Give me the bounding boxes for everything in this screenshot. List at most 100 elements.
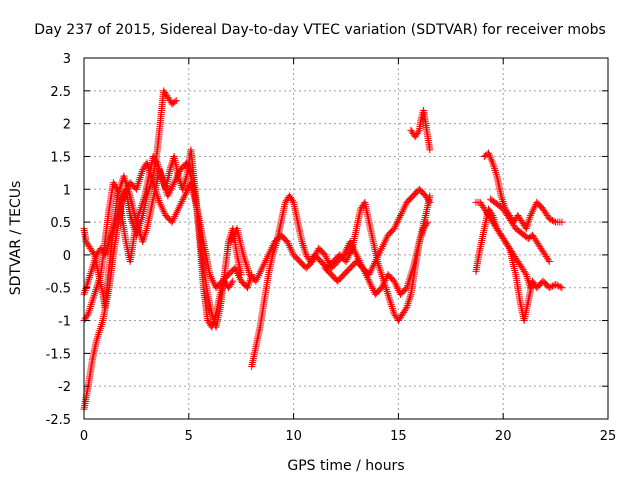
data-point xyxy=(491,167,499,175)
data-point xyxy=(545,215,553,223)
data-point xyxy=(558,218,566,226)
series-track-c xyxy=(80,146,237,331)
y-tick-label: -2.5 xyxy=(46,413,71,428)
data-point xyxy=(375,263,383,271)
data-point xyxy=(545,284,553,292)
data-point xyxy=(88,266,96,274)
data-point xyxy=(504,243,512,251)
y-tick-label: 0.5 xyxy=(50,216,71,231)
data-point xyxy=(171,98,179,106)
data-point xyxy=(382,286,390,294)
data-point xyxy=(556,283,564,291)
data-point xyxy=(384,289,392,297)
data-point xyxy=(84,279,92,287)
data-point xyxy=(289,197,297,205)
data-point xyxy=(388,302,396,310)
data-point xyxy=(87,270,95,278)
data-point xyxy=(82,285,90,293)
y-axis-label: SDTVAR / TECUs xyxy=(8,181,24,296)
data-point xyxy=(388,304,396,312)
x-tick-label: 10 xyxy=(285,429,302,444)
data-point xyxy=(414,128,422,136)
plot-frame xyxy=(83,57,609,420)
data-point xyxy=(383,287,391,295)
y-tick-label: -0.5 xyxy=(46,282,71,297)
data-point xyxy=(299,242,307,250)
data-point xyxy=(84,277,92,285)
axis-ticks xyxy=(83,57,609,420)
y-tick-label: 0 xyxy=(63,249,71,264)
data-point xyxy=(555,282,563,290)
data-point xyxy=(90,291,98,299)
x-axis-label: GPS time / hours xyxy=(287,458,404,474)
data-point xyxy=(498,194,506,202)
data-point xyxy=(387,299,395,307)
data-point xyxy=(142,228,150,236)
series-track-j xyxy=(472,198,566,325)
data-point xyxy=(299,240,307,248)
data-point xyxy=(86,304,94,312)
data-point xyxy=(492,170,500,178)
series-track-d xyxy=(80,159,256,298)
data-point xyxy=(426,146,434,154)
data-point xyxy=(548,216,556,224)
x-tick-label: 25 xyxy=(600,429,617,444)
grid-lines xyxy=(84,58,608,419)
data-point xyxy=(86,272,94,280)
data-point xyxy=(550,217,558,225)
data-point xyxy=(385,295,393,303)
y-tick-label: -2 xyxy=(58,380,71,395)
x-tick-label: 15 xyxy=(390,429,407,444)
data-point xyxy=(406,292,414,300)
data-point xyxy=(89,295,97,303)
data-points xyxy=(80,87,566,413)
data-point xyxy=(229,277,237,285)
data-point xyxy=(548,282,556,290)
data-point xyxy=(378,271,386,279)
data-point xyxy=(300,245,308,253)
data-point xyxy=(402,305,410,313)
data-point xyxy=(544,256,552,264)
data-point xyxy=(88,297,96,305)
data-point xyxy=(112,184,120,192)
data-point xyxy=(521,269,529,277)
data-point xyxy=(152,157,160,165)
data-point xyxy=(85,275,93,283)
data-point xyxy=(498,196,506,204)
data-point xyxy=(385,293,393,301)
series-track-g xyxy=(321,192,434,298)
data-point xyxy=(545,257,553,265)
y-tick-label: -1.5 xyxy=(46,347,71,362)
data-point xyxy=(87,268,95,276)
data-point xyxy=(405,298,413,306)
data-point xyxy=(386,297,394,305)
data-point xyxy=(406,294,414,302)
data-point xyxy=(85,273,93,281)
data-point xyxy=(167,164,175,172)
data-point xyxy=(88,299,96,307)
data-point xyxy=(384,291,392,299)
data-point xyxy=(228,279,236,287)
data-point xyxy=(426,192,434,200)
y-tick-label: -1 xyxy=(58,315,71,330)
y-tick-label: 3 xyxy=(63,52,71,67)
chart-title: Day 237 of 2015, Sidereal Day-to-day VTE… xyxy=(34,22,606,38)
data-point xyxy=(387,301,395,309)
data-point xyxy=(172,97,180,105)
data-point xyxy=(83,312,91,320)
data-point xyxy=(547,283,555,291)
data-point xyxy=(90,293,98,301)
data-point xyxy=(558,284,566,292)
y-tick-labels: -2.5 -2 -1.5 -1 -0.5 0 0.5 1 1.5 2 2.5 3 xyxy=(46,52,71,428)
data-point xyxy=(553,281,561,289)
data-point xyxy=(81,288,89,296)
x-tick-label: 5 xyxy=(185,429,193,444)
x-tick-label: 20 xyxy=(495,429,512,444)
data-point xyxy=(547,216,555,224)
data-point xyxy=(491,165,499,173)
data-point xyxy=(552,280,560,288)
data-point xyxy=(300,243,308,251)
y-tick-label: 1.5 xyxy=(50,150,71,165)
data-point xyxy=(376,267,384,275)
